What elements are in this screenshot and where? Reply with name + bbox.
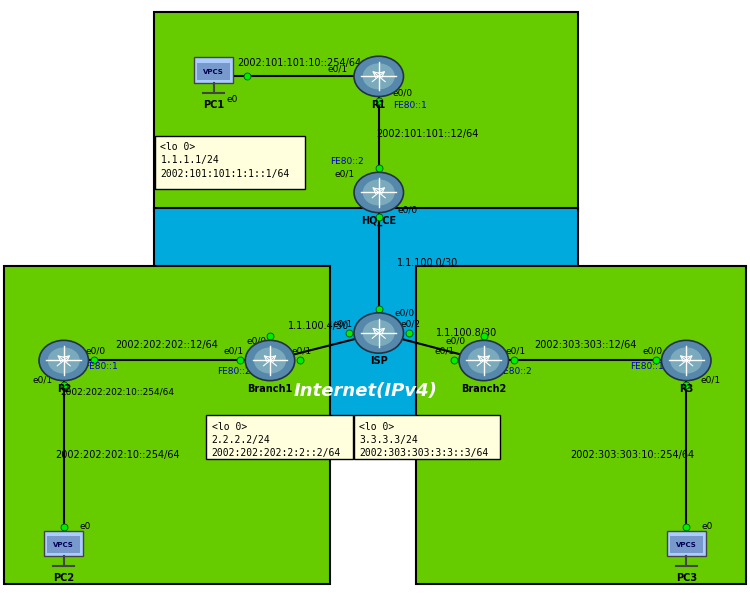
Circle shape xyxy=(354,56,404,97)
Circle shape xyxy=(48,348,80,373)
Text: 1.1.100.8/30: 1.1.100.8/30 xyxy=(436,328,497,338)
Text: e0/1: e0/1 xyxy=(700,376,720,384)
Text: FE80::1: FE80::1 xyxy=(84,362,118,371)
Text: 2002:202:202:10::254/64: 2002:202:202:10::254/64 xyxy=(56,450,180,460)
Text: 2002:303:303:3:3::3/64: 2002:303:303:3:3::3/64 xyxy=(359,448,488,458)
Text: PC2: PC2 xyxy=(53,573,74,584)
Circle shape xyxy=(468,348,500,373)
Text: <lo 0>: <lo 0> xyxy=(160,142,196,152)
Bar xyxy=(206,415,352,459)
Circle shape xyxy=(254,348,286,373)
Bar xyxy=(47,536,80,554)
Text: e0/0: e0/0 xyxy=(446,337,465,345)
Circle shape xyxy=(245,340,295,381)
Bar xyxy=(154,208,578,449)
Text: FE80::2: FE80::2 xyxy=(331,158,364,166)
Text: e0/0: e0/0 xyxy=(247,337,266,345)
Text: e0: e0 xyxy=(226,95,238,104)
Text: 2002:101:101::12/64: 2002:101:101::12/64 xyxy=(376,130,478,139)
Text: Branch1: Branch1 xyxy=(248,384,292,393)
Circle shape xyxy=(363,64,394,89)
Text: 2002:202:202:2:2::2/64: 2002:202:202:2:2::2/64 xyxy=(211,448,340,458)
Text: 2002:202:202::12/64: 2002:202:202::12/64 xyxy=(116,340,218,349)
Text: Internet(IPv4): Internet(IPv4) xyxy=(294,382,438,400)
Text: FE80::2: FE80::2 xyxy=(499,367,532,376)
Circle shape xyxy=(662,340,711,381)
Text: <lo 0>: <lo 0> xyxy=(211,422,247,431)
Text: e0/1: e0/1 xyxy=(506,347,525,356)
Text: VPCS: VPCS xyxy=(203,69,224,75)
Text: FE80::1: FE80::1 xyxy=(394,101,427,110)
Text: e0/2: e0/2 xyxy=(400,320,420,328)
Bar xyxy=(197,62,230,79)
Text: 2.2.2.2/24: 2.2.2.2/24 xyxy=(211,435,270,445)
Text: PC1: PC1 xyxy=(203,100,224,110)
Text: <lo 0>: <lo 0> xyxy=(359,422,394,431)
Circle shape xyxy=(354,313,404,353)
Bar xyxy=(194,57,233,82)
Text: e0/1: e0/1 xyxy=(328,65,347,73)
Text: 2002:101:101:1:1::1/64: 2002:101:101:1:1::1/64 xyxy=(160,169,290,178)
Text: e0/0: e0/0 xyxy=(643,346,662,355)
Text: 3.3.3.3/24: 3.3.3.3/24 xyxy=(359,435,418,445)
Text: e0/0: e0/0 xyxy=(398,205,417,214)
Text: 1.1.1.1/24: 1.1.1.1/24 xyxy=(160,155,219,165)
Text: 1.1.100.4/30: 1.1.100.4/30 xyxy=(288,321,350,331)
Text: R1: R1 xyxy=(372,100,386,109)
Text: PC3: PC3 xyxy=(676,573,697,584)
Text: VPCS: VPCS xyxy=(53,543,74,548)
Text: e0/0: e0/0 xyxy=(86,346,105,355)
Circle shape xyxy=(363,320,394,346)
Text: e0/1: e0/1 xyxy=(33,376,53,384)
Text: 2002:303:303::12/64: 2002:303:303::12/64 xyxy=(534,340,636,349)
Bar xyxy=(667,530,706,556)
Bar xyxy=(670,536,703,554)
Text: e0: e0 xyxy=(701,522,713,531)
Text: Branch2: Branch2 xyxy=(461,384,506,393)
Circle shape xyxy=(459,340,509,381)
Text: 2002:202:202:10::254/64: 2002:202:202:10::254/64 xyxy=(61,388,175,397)
Text: e0/1: e0/1 xyxy=(435,347,454,356)
Text: ISP: ISP xyxy=(370,356,388,366)
Circle shape xyxy=(39,340,88,381)
Text: 2002:303:303:10::254/64: 2002:303:303:10::254/64 xyxy=(570,450,694,460)
Text: R3: R3 xyxy=(680,384,693,393)
Bar xyxy=(154,12,578,211)
Text: e0/0: e0/0 xyxy=(393,89,412,98)
Text: e0: e0 xyxy=(79,522,91,531)
Bar xyxy=(4,266,330,584)
Bar xyxy=(354,415,500,459)
Text: FE80::1: FE80::1 xyxy=(630,362,664,371)
Text: e0/0: e0/0 xyxy=(395,309,415,318)
Bar xyxy=(155,136,305,189)
Circle shape xyxy=(670,348,702,373)
Text: 2002:101:101:10::254/64: 2002:101:101:10::254/64 xyxy=(238,58,362,68)
Circle shape xyxy=(354,172,404,213)
Text: R2: R2 xyxy=(57,384,70,393)
Text: e0/1: e0/1 xyxy=(333,320,352,328)
Text: FE80::2: FE80::2 xyxy=(217,367,250,376)
Circle shape xyxy=(363,180,394,205)
Bar xyxy=(416,266,746,584)
Text: VPCS: VPCS xyxy=(676,543,697,548)
Text: e0/1: e0/1 xyxy=(292,347,311,356)
Text: e0/1: e0/1 xyxy=(224,347,244,356)
Text: HQ_CE: HQ_CE xyxy=(362,216,396,226)
Text: 1.1.100.0/30: 1.1.100.0/30 xyxy=(397,258,458,268)
Text: e0/1: e0/1 xyxy=(335,170,355,178)
Bar xyxy=(44,530,83,556)
